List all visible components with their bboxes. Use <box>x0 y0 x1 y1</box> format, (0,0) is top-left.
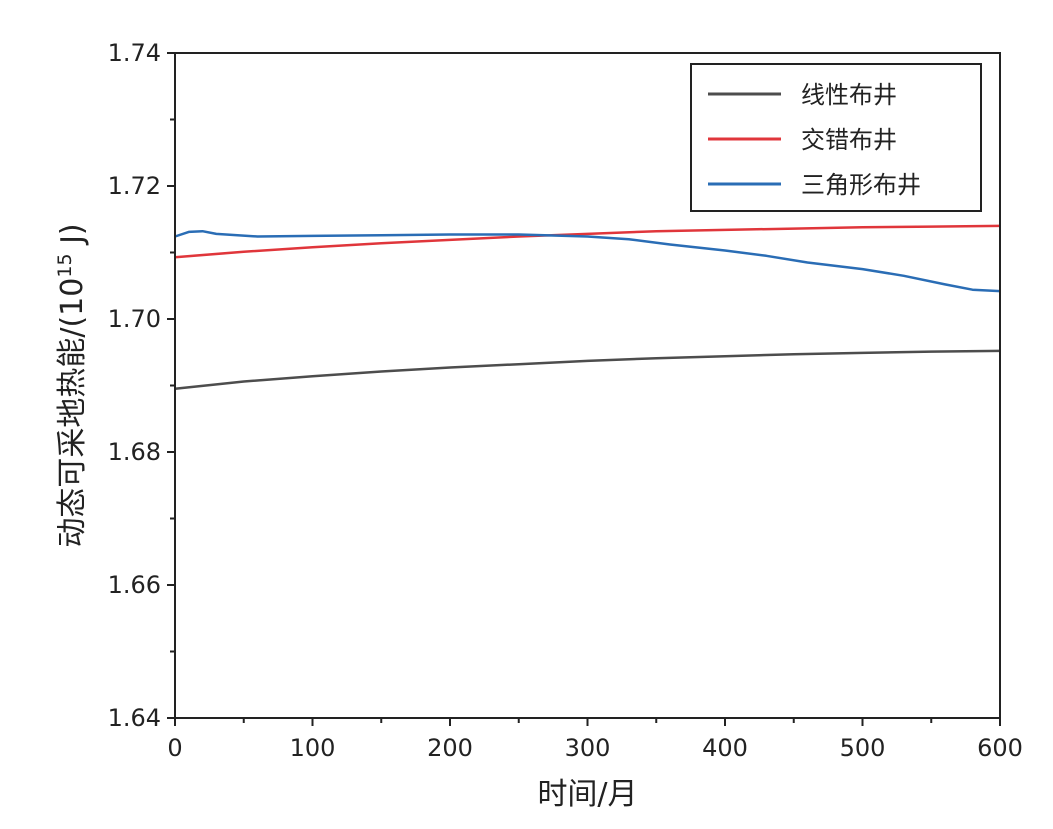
y-axis-title: 动态可采地热能/(1015 J) <box>54 223 90 547</box>
ticks-layer: 0 100 200 300 400 500 600 1.64 1.66 1.68 1.70 1.72 1… <box>108 39 1023 762</box>
y-tick-label: 1.72 <box>108 172 161 200</box>
x-axis-title: 时间/月 <box>537 777 637 812</box>
series-line-2 <box>174 224 1001 259</box>
y-tick-label: 1.70 <box>108 305 161 333</box>
legend-label: 三角形布井 <box>801 171 921 199</box>
y-tick-label: 1.74 <box>108 39 161 67</box>
series-layer <box>174 224 1001 391</box>
x-tick-label: 200 <box>427 734 473 762</box>
legend-label: 交错布井 <box>801 126 897 154</box>
y-axis-title-end: J) <box>55 223 90 253</box>
y-axis-title-main: 动态可采地热能/(10 <box>55 278 90 548</box>
x-tick-label: 0 <box>167 734 182 762</box>
x-tick-label: 600 <box>977 734 1023 762</box>
x-tick-label: 400 <box>702 734 748 762</box>
x-tick-label: 300 <box>565 734 611 762</box>
x-tick-label: 100 <box>290 734 336 762</box>
y-tick-label: 1.64 <box>108 704 161 732</box>
series-line-1 <box>174 349 1001 391</box>
series-line-3 <box>174 229 1001 293</box>
y-tick-label: 1.68 <box>108 438 161 466</box>
y-tick-label: 1.66 <box>108 571 161 599</box>
y-axis-title-sup: 15 <box>54 253 76 277</box>
x-tick-label: 500 <box>840 734 886 762</box>
legend-label: 线性布井 <box>801 81 897 109</box>
